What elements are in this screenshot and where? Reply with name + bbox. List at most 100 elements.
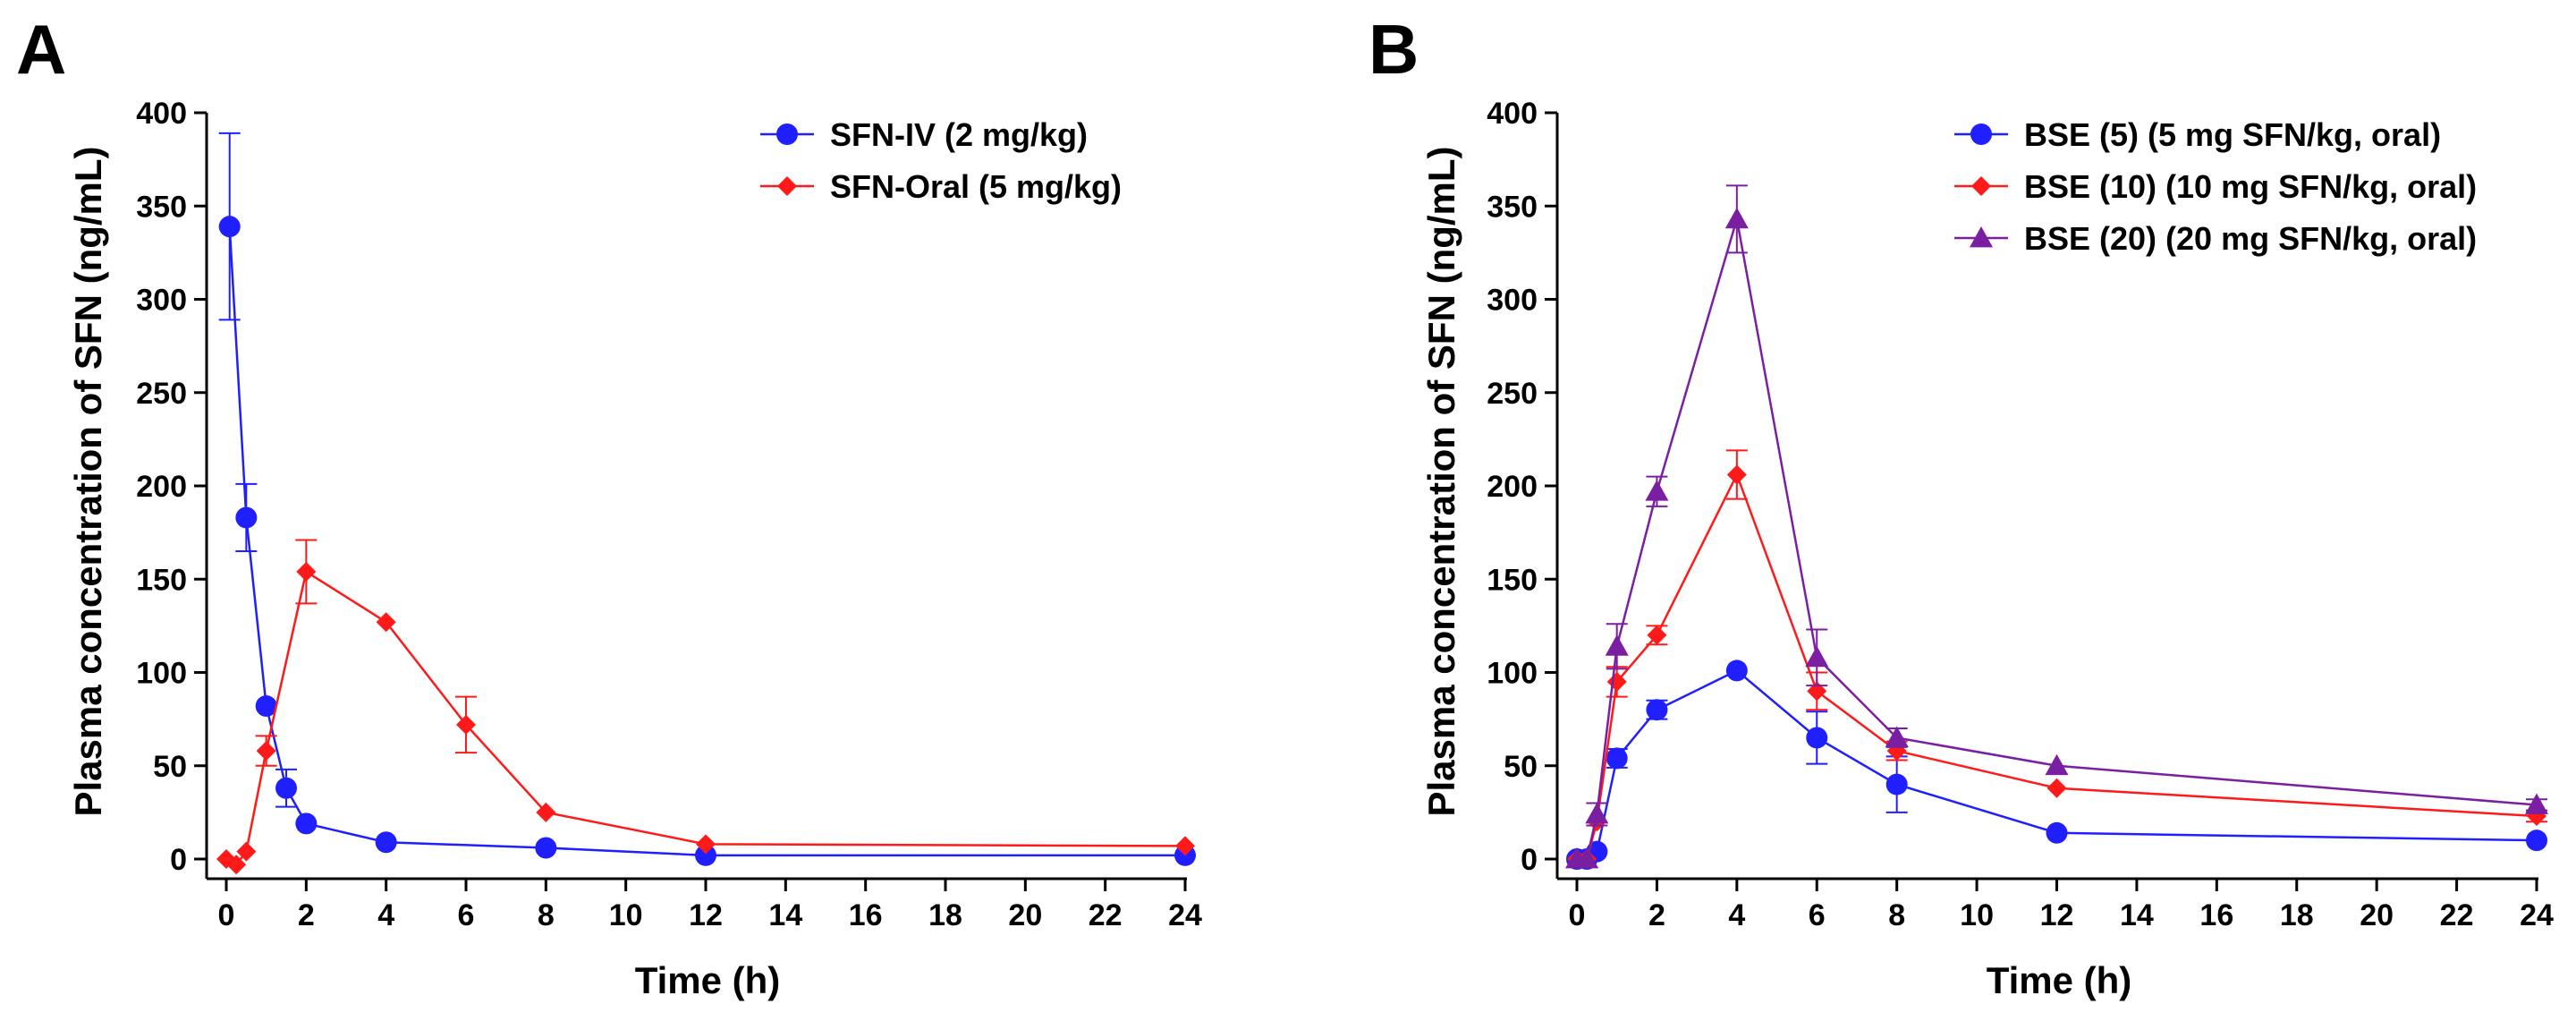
panel-a-x-tick-label: 6 [458,898,475,932]
panel-b-legend-label: BSE (10) (10 mg SFN/kg, oral) [2024,168,2477,205]
panel-a-series-0-point [218,216,241,238]
panel-b-y-tick-label: 400 [1487,97,1538,131]
panel-a-x-tick-label: 16 [849,898,883,932]
panel-a-legend-entry-0: SFN-IV (2 mg/kg) [760,116,1088,153]
panel-a-legend-label: SFN-Oral (5 mg/kg) [830,168,1122,205]
panel-b-series-2-point [1585,802,1609,824]
panel-a-y-tick-label: 300 [136,284,187,318]
panel-a-legend: SFN-IV (2 mg/kg) SFN-Oral (5 mg/kg) [760,116,1122,205]
panel-b-x-tick-label: 12 [2040,898,2074,932]
panel-b-series-2-line [1577,218,2538,861]
panel-b-series-2-point [1805,645,1829,668]
panel-a-series-0-point [535,837,557,859]
panel-a-series-1-point [456,714,476,735]
panel-a-series-1-point [236,841,257,862]
panel-b-series-1-point [1726,464,1747,485]
panel-a-legend-label: SFN-IV (2 mg/kg) [830,116,1088,153]
panel-a-x-tick-label: 4 [377,898,394,932]
panel-b-series-0-point [1806,727,1828,749]
panel-b-x-tick-label: 4 [1728,898,1745,932]
panel-b-series-0-point [2526,830,2547,852]
panel-b-series-0-point [2046,821,2068,844]
panel-b-legend-marker [1970,123,1992,145]
panel-b-series-1 [1567,449,2547,869]
panel-a-series-1-point [226,855,247,875]
panel-a-series-1-point [696,834,716,855]
panel-b-x-tick-label: 10 [1960,898,1994,932]
panel-b-y-tick-label: 50 [1504,750,1538,784]
panel-b-legend-entry-2: BSE (20) (20 mg SFN/kg, oral) [1954,220,2477,257]
panel-b-chart: B Plasma concentration of SFN (ng/mL) Ti… [1368,10,2554,1001]
panel-b-legend: BSE (5) (5 mg SFN/kg, oral) BSE (10) (10 … [1954,116,2477,257]
panel-b-y-tick-label: 350 [1487,190,1538,224]
panel-a-x-tick-label: 20 [1008,898,1042,932]
panel-a-y-tick-label: 0 [170,843,187,877]
panel-a-plot-area [216,132,1196,875]
panel-a-series-0-line [228,226,1185,857]
panel-b-legend-marker [1970,226,1993,248]
panel-a-series-0-point [295,813,318,835]
panel-b-y-axis-title: Plasma concentration of SFN (ng/mL) [1420,146,1462,816]
panel-a-chart: A Plasma concentration of SFN (ng/mL) Ti… [16,10,1202,1001]
panel-a-letter: A [16,10,66,89]
panel-b-series-0-point [1646,699,1668,721]
panel-b-series-0-point [1725,659,1748,682]
panel-a-y-tick-label: 150 [136,563,187,597]
panel-a-x-tick-label: 22 [1089,898,1123,932]
panel-b-y-tick-label: 250 [1487,377,1538,411]
panel-a-x-tick-label: 0 [218,898,235,932]
panel-b-y-tick-label: 300 [1487,284,1538,318]
panel-a-legend-marker [776,123,798,145]
panel-b-series-2-point [2045,753,2069,776]
panel-b-x-tick-label: 6 [1809,898,1826,932]
panel-a-series-0-point [255,695,277,718]
panel-a-y-tick-label: 350 [136,190,187,224]
panel-a-series-0-point [375,831,397,854]
panel-b-legend-label: BSE (5) (5 mg SFN/kg, oral) [2024,116,2441,153]
panel-b-plot-area [1565,184,2548,870]
panel-a-series-1-point [376,612,396,633]
panel-b-series-1-point [2046,778,2067,798]
panel-b-x-tick-label: 18 [2280,898,2314,932]
panel-a-legend-entry-1: SFN-Oral (5 mg/kg) [760,168,1122,205]
panel-b-x-tick-label: 24 [2520,898,2554,932]
panel-a-y-tick-label: 400 [136,97,187,131]
panel-b-series-2-point [1885,726,1909,747]
panel-b-legend-entry-0: BSE (5) (5 mg SFN/kg, oral) [1954,116,2441,153]
panel-b-x-tick-label: 0 [1569,898,1586,932]
panel-a-y-axis-title: Plasma concentration of SFN (ng/mL) [67,146,109,816]
panel-a-series-1-point [1175,836,1195,856]
panel-a-series-1-point [296,561,317,582]
panel-b-series-2-point [2525,793,2548,814]
panel-a-x-tick-label: 24 [1168,898,1202,932]
panel-a-series-0 [218,132,1196,866]
panel-a-series-1-point [536,802,556,822]
panel-b-x-tick-label: 8 [1888,898,1905,932]
panel-b-x-tick-label: 22 [2440,898,2474,932]
panel-b-legend-marker [1971,176,1991,196]
panel-a-x-tick-label: 8 [538,898,555,932]
panel-b-series-2 [1565,184,2548,869]
panel-b-series-2-point [1724,207,1749,229]
panel-a-y-tick-label: 200 [136,470,187,504]
panel-a-x-tick-label: 10 [609,898,643,932]
panel-a-legend-marker [777,176,797,196]
panel-b-x-tick-label: 14 [2120,898,2154,932]
panel-a-series-1 [216,539,1195,875]
panel-b-y-tick-label: 200 [1487,470,1538,504]
panel-b-legend-label: BSE (20) (20 mg SFN/kg, oral) [2024,220,2477,257]
panel-a-y-tick-label: 50 [153,750,187,784]
panel-b-series-2-point [1575,847,1599,869]
panel-b-series-1-point [1647,625,1667,645]
panel-b-x-axis-title: Time (h) [1987,959,2132,1001]
panel-b-series-0-point [1606,747,1628,770]
panel-b-series-0-point [1885,773,1908,796]
panel-a-x-tick-label: 2 [298,898,315,932]
panel-b-x-tick-label: 16 [2199,898,2233,932]
panel-a-series-1-point [256,741,276,761]
panel-b-y-tick-label: 0 [1521,843,1538,877]
panel-a-series-0-point [275,777,297,799]
panel-b-y-tick-label: 150 [1487,563,1538,597]
